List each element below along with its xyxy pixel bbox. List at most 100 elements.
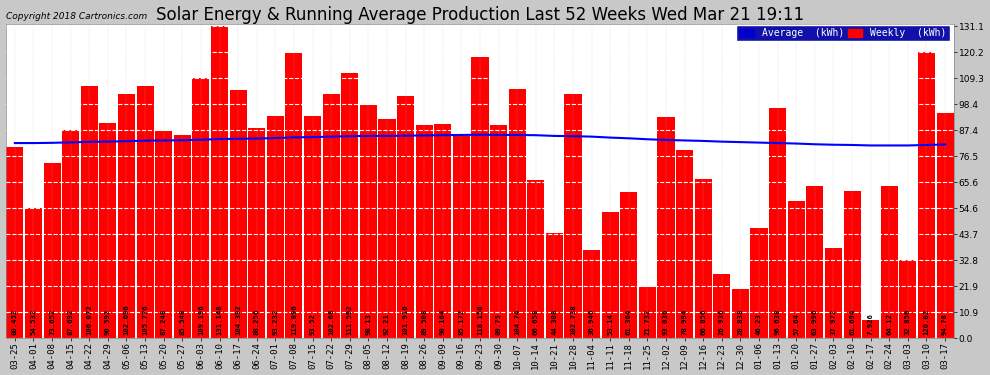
Bar [676, 150, 693, 338]
Bar [44, 163, 60, 338]
Text: 102.68: 102.68 [328, 309, 335, 335]
Text: 53.14: 53.14 [607, 313, 613, 335]
Text: 90.164: 90.164 [440, 309, 446, 335]
Bar [713, 274, 731, 338]
Text: 105.776: 105.776 [143, 304, 148, 335]
Bar [621, 192, 638, 338]
Bar [452, 135, 470, 338]
Bar [639, 286, 656, 338]
Text: 64.12: 64.12 [886, 313, 892, 335]
Text: 87.692: 87.692 [67, 309, 73, 335]
Text: 118.156: 118.156 [477, 304, 483, 335]
Text: 98.13: 98.13 [365, 313, 371, 335]
Text: 20.838: 20.838 [738, 309, 743, 335]
Text: 111.592: 111.592 [346, 304, 352, 335]
Text: 88.256: 88.256 [253, 309, 259, 335]
Bar [342, 73, 358, 338]
Text: 44.308: 44.308 [551, 309, 557, 335]
Text: 102.738: 102.738 [570, 304, 576, 335]
Bar [732, 289, 749, 338]
Bar [266, 116, 284, 338]
Bar [99, 123, 117, 338]
Bar [323, 94, 340, 338]
Text: 101.916: 101.916 [403, 304, 409, 335]
Bar [6, 147, 24, 338]
Text: 119.896: 119.896 [291, 304, 297, 335]
Text: 63.996: 63.996 [812, 309, 818, 335]
Bar [695, 179, 712, 338]
Bar [509, 89, 526, 338]
Text: 89.508: 89.508 [421, 309, 427, 335]
Bar [788, 201, 805, 338]
Text: 21.732: 21.732 [644, 309, 650, 335]
Bar [248, 128, 265, 338]
Text: 85.172: 85.172 [458, 309, 464, 335]
Bar [81, 86, 98, 338]
Text: 109.196: 109.196 [198, 304, 204, 335]
Bar [192, 78, 210, 338]
Text: 54.532: 54.532 [31, 309, 37, 335]
Text: 102.696: 102.696 [124, 304, 130, 335]
Bar [416, 125, 433, 338]
Bar [602, 212, 619, 338]
Bar [471, 57, 488, 338]
Text: 106.072: 106.072 [86, 304, 92, 335]
Text: 7.926: 7.926 [867, 313, 874, 335]
Bar [378, 119, 396, 338]
Text: 96.638: 96.638 [774, 309, 781, 335]
Text: 26.936: 26.936 [719, 309, 725, 335]
Bar [155, 130, 172, 338]
Bar [769, 108, 786, 338]
Text: 120.02: 120.02 [924, 309, 930, 335]
Text: 87.248: 87.248 [160, 309, 166, 335]
Bar [25, 209, 42, 338]
Bar [304, 116, 321, 338]
Bar [285, 53, 303, 338]
Bar [230, 90, 247, 338]
Text: 85.548: 85.548 [179, 309, 185, 335]
Text: 32.856: 32.856 [905, 309, 911, 335]
Text: 66.856: 66.856 [700, 309, 706, 335]
Bar [937, 112, 953, 338]
Text: 104.74: 104.74 [514, 309, 520, 335]
Bar [564, 94, 581, 338]
Title: Solar Energy & Running Average Production Last 52 Weeks Wed Mar 21 19:11: Solar Energy & Running Average Productio… [155, 6, 804, 24]
Text: 104.392: 104.392 [235, 304, 242, 335]
Bar [843, 192, 860, 338]
Text: 93.232: 93.232 [272, 309, 278, 335]
Text: 61.694: 61.694 [849, 309, 855, 335]
Bar [657, 117, 674, 338]
Bar [137, 86, 153, 338]
Text: 36.946: 36.946 [589, 309, 595, 335]
Bar [435, 124, 451, 338]
Bar [750, 228, 767, 338]
Bar [359, 105, 377, 338]
Text: 92.21: 92.21 [384, 313, 390, 335]
Bar [918, 53, 935, 338]
Bar [806, 186, 824, 338]
Text: 131.148: 131.148 [217, 304, 223, 335]
Bar [397, 96, 414, 338]
Text: 80.452: 80.452 [12, 309, 18, 335]
Bar [528, 180, 545, 338]
Bar [211, 26, 228, 338]
Bar [62, 129, 79, 338]
Bar [118, 94, 135, 338]
Text: 46.23: 46.23 [756, 313, 762, 335]
Text: 93.52: 93.52 [310, 313, 316, 335]
Text: 89.75: 89.75 [496, 313, 502, 335]
Text: 78.994: 78.994 [682, 309, 688, 335]
Text: 94.78: 94.78 [942, 313, 948, 335]
Text: Copyright 2018 Cartronics.com: Copyright 2018 Cartronics.com [6, 12, 147, 21]
Text: 93.036: 93.036 [663, 309, 669, 335]
Bar [825, 248, 842, 338]
Bar [862, 320, 879, 338]
Text: 61.364: 61.364 [626, 309, 632, 335]
Bar [173, 135, 191, 338]
Bar [545, 233, 563, 338]
Bar [490, 124, 507, 338]
Text: 90.592: 90.592 [105, 309, 111, 335]
Text: 66.658: 66.658 [533, 309, 539, 335]
Text: 73.652: 73.652 [50, 309, 55, 335]
Legend: Average  (kWh), Weekly  (kWh): Average (kWh), Weekly (kWh) [737, 26, 949, 41]
